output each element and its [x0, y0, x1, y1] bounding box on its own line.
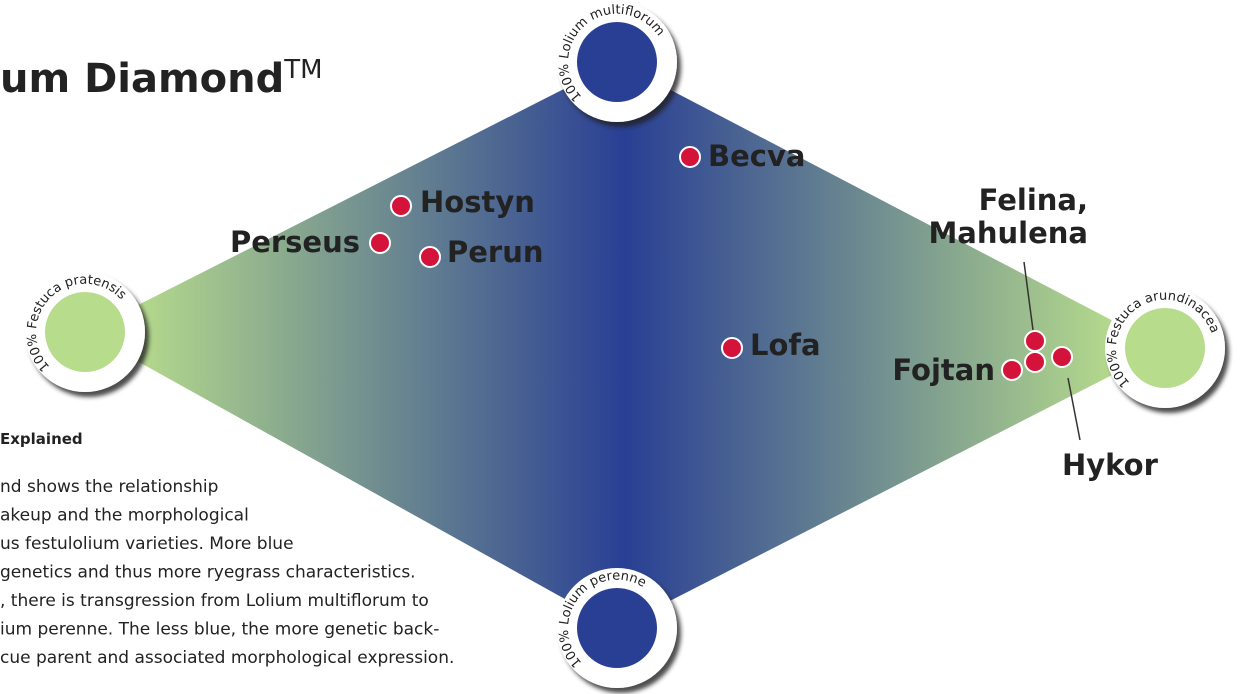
leader-line	[1023, 261, 1034, 331]
pole-right	[1105, 288, 1225, 408]
variety-label: Hykor	[1062, 448, 1159, 482]
variety-label: Lofa	[750, 328, 821, 362]
title-text: um Diamond	[0, 56, 284, 102]
explanation-line: cue parent and associated morphological …	[0, 648, 454, 668]
variety-dot	[721, 337, 743, 359]
variety-label: Becva	[708, 139, 805, 173]
variety-label: Mahulena	[928, 216, 1088, 250]
explanation-line: akeup and the morphological	[0, 506, 249, 526]
title: um DiamondTM	[0, 55, 323, 102]
explanation: nd shows the relationship akeup and the m…	[0, 477, 454, 668]
variety-label: Perun	[447, 235, 544, 269]
variety-dot	[1024, 330, 1046, 352]
variety-label: Fojtan	[892, 353, 995, 387]
diamond	[85, 62, 1165, 628]
variety-dot	[369, 232, 391, 254]
variety-dot	[679, 146, 701, 168]
trademark: TM	[283, 55, 322, 85]
explanation-line: nd shows the relationship	[0, 477, 218, 497]
pole-top	[557, 2, 677, 122]
variety-dot	[1024, 351, 1046, 373]
explanation-line: genetics and thus more ryegrass characte…	[0, 563, 416, 583]
variety-dot	[1001, 359, 1023, 381]
variety-label: Perseus	[230, 225, 360, 259]
explanation-line: ium perenne. The less blue, the more gen…	[0, 620, 439, 640]
pole-bottom	[557, 568, 677, 688]
explanation-heading: Explained	[0, 430, 83, 448]
variety-dot	[1051, 346, 1073, 368]
explanation-line: , there is transgression from Lolium mul…	[0, 591, 429, 611]
pole-left	[25, 272, 145, 392]
variety-dot	[419, 246, 441, 268]
variety-dot	[390, 195, 412, 217]
variety-label: Hostyn	[420, 185, 535, 219]
variety-label: Felina,	[979, 183, 1088, 217]
leader-line	[1067, 377, 1081, 441]
explanation-line: us festulolium varieties. More blue	[0, 534, 294, 554]
